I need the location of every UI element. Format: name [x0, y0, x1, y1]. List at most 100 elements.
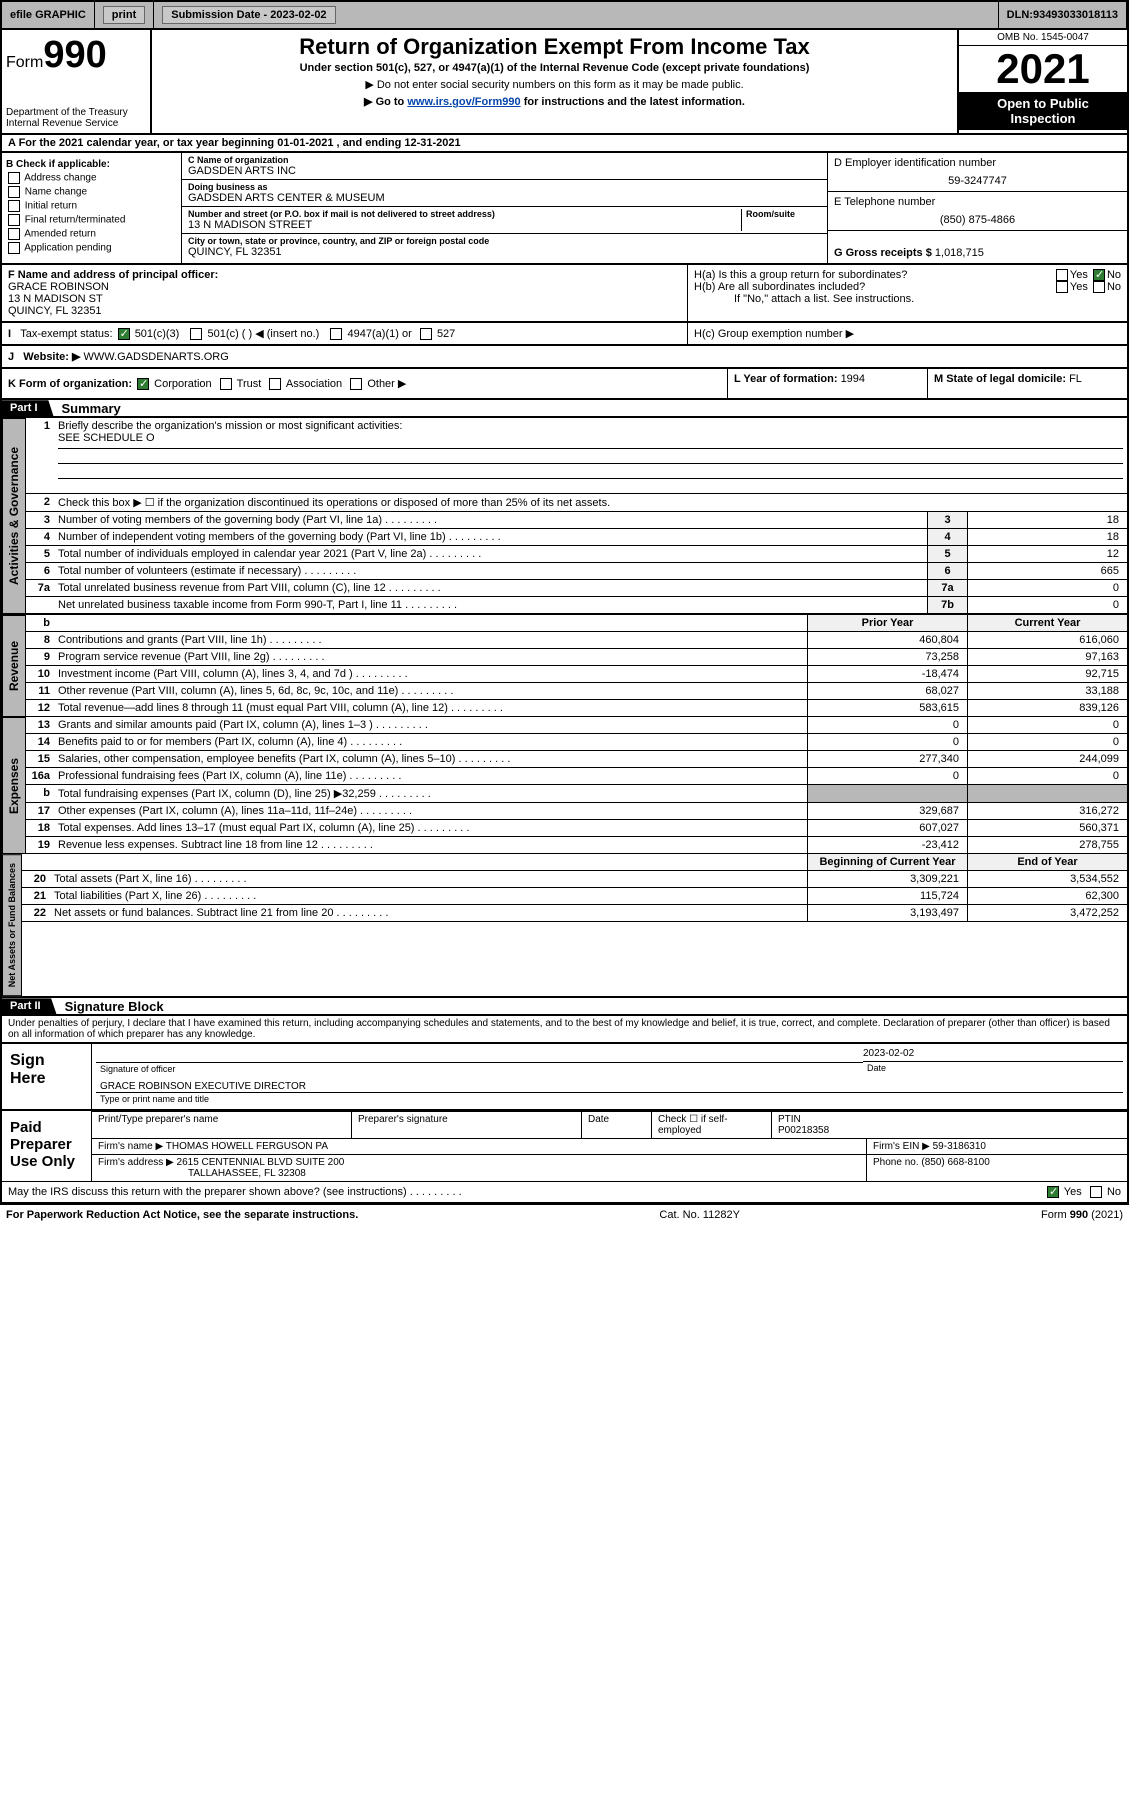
hdr-end: End of Year	[967, 854, 1127, 870]
sign-here-block: Sign Here Signature of officer 2023-02-0…	[0, 1044, 1129, 1111]
org-name: GADSDEN ARTS INC	[188, 165, 821, 177]
officer-addr: 13 N MADISON ST	[8, 293, 681, 305]
row-k-l-m: K Form of organization: Corporation Trus…	[0, 369, 1129, 400]
table-row: 4Number of independent voting members of…	[26, 529, 1127, 546]
mission: SEE SCHEDULE O	[58, 432, 155, 444]
officer-city: QUINCY, FL 32351	[8, 305, 681, 317]
table-row: 17Other expenses (Part IX, column (A), l…	[26, 803, 1127, 820]
hc-group-exemption: H(c) Group exemption number ▶	[687, 323, 1127, 344]
discuss-yes[interactable]	[1047, 1186, 1059, 1198]
ha-no[interactable]	[1093, 269, 1105, 281]
table-row: 18Total expenses. Add lines 13–17 (must …	[26, 820, 1127, 837]
hdr-current: Current Year	[967, 615, 1127, 631]
section-governance: Activities & Governance 1Briefly describ…	[0, 418, 1129, 614]
page-footer: For Paperwork Reduction Act Notice, see …	[0, 1204, 1129, 1225]
cb-address[interactable]	[8, 172, 20, 184]
domicile: FL	[1069, 373, 1082, 385]
table-row: 3Number of voting members of the governi…	[26, 512, 1127, 529]
hb-no[interactable]	[1093, 281, 1105, 293]
section-netassets: Net Assets or Fund Balances Beginning of…	[0, 854, 1129, 998]
table-row: 14Benefits paid to or for members (Part …	[26, 734, 1127, 751]
dept-treasury: Department of the Treasury	[6, 107, 146, 118]
firm-addr1: 2615 CENTENNIAL BLVD SUITE 200	[177, 1157, 345, 1168]
table-row: bTotal fundraising expenses (Part IX, co…	[26, 785, 1127, 803]
phone: (850) 875-4866	[834, 214, 1121, 226]
cb-corp[interactable]	[137, 378, 149, 390]
form-subtitle: Under section 501(c), 527, or 4947(a)(1)…	[160, 62, 949, 74]
omb-number: OMB No. 1545-0047	[959, 30, 1127, 46]
col-b-checkboxes: B Check if applicable: Address change Na…	[2, 153, 182, 263]
cb-other[interactable]	[350, 378, 362, 390]
tab-governance: Activities & Governance	[2, 418, 26, 614]
year-formation: 1994	[841, 373, 865, 385]
table-row: 10Investment income (Part VIII, column (…	[26, 666, 1127, 683]
cb-final[interactable]	[8, 214, 20, 226]
efile-label: efile GRAPHIC	[2, 2, 95, 28]
print-button[interactable]: print	[103, 6, 145, 24]
cb-4947[interactable]	[330, 328, 342, 340]
section-expenses: Expenses 13Grants and similar amounts pa…	[0, 717, 1129, 854]
part2-header: Part II Signature Block	[0, 998, 1129, 1016]
hdr-prior: Prior Year	[807, 615, 967, 631]
form-note1: ▶ Do not enter social security numbers o…	[160, 78, 949, 91]
dln: DLN: 93493033018113	[999, 2, 1127, 28]
ha-yes[interactable]	[1056, 269, 1068, 281]
row-f-h: F Name and address of principal officer:…	[0, 265, 1129, 323]
form-number: Form990	[6, 34, 146, 77]
hb-yes[interactable]	[1056, 281, 1068, 293]
form-note2: ▶ Go to www.irs.gov/Form990 for instruct…	[160, 95, 949, 108]
table-row: 19Revenue less expenses. Subtract line 1…	[26, 837, 1127, 854]
dba: GADSDEN ARTS CENTER & MUSEUM	[188, 192, 821, 204]
website: WWW.GADSDENARTS.ORG	[84, 351, 229, 363]
penalty-statement: Under penalties of perjury, I declare th…	[0, 1016, 1129, 1044]
cb-trust[interactable]	[220, 378, 232, 390]
table-row: 5Total number of individuals employed in…	[26, 546, 1127, 563]
hdr-begin: Beginning of Current Year	[807, 854, 967, 870]
open-inspection: Open to PublicInspection	[959, 92, 1127, 130]
cb-501c[interactable]	[190, 328, 202, 340]
table-row: Net unrelated business taxable income fr…	[26, 597, 1127, 614]
cb-amended[interactable]	[8, 228, 20, 240]
table-row: 7aTotal unrelated business revenue from …	[26, 580, 1127, 597]
street: 13 N MADISON STREET	[188, 219, 741, 231]
paid-preparer-block: Paid Preparer Use Only Print/Type prepar…	[0, 1111, 1129, 1204]
discuss-no[interactable]	[1090, 1186, 1102, 1198]
table-row: 21Total liabilities (Part X, line 26)115…	[22, 888, 1127, 905]
cb-pending[interactable]	[8, 242, 20, 254]
row-a-period: A For the 2021 calendar year, or tax yea…	[0, 135, 1129, 153]
cb-527[interactable]	[420, 328, 432, 340]
firm-phone: (850) 668-8100	[921, 1157, 989, 1168]
section-revenue: Revenue bPrior YearCurrent Year 8Contrib…	[0, 614, 1129, 717]
table-row: 22Net assets or fund balances. Subtract …	[22, 905, 1127, 922]
tab-netassets: Net Assets or Fund Balances	[2, 854, 22, 996]
table-row: 16aProfessional fundraising fees (Part I…	[26, 768, 1127, 785]
city-state-zip: QUINCY, FL 32351	[188, 246, 821, 258]
cb-501c3[interactable]	[118, 328, 130, 340]
table-row: 8Contributions and grants (Part VIII, li…	[26, 632, 1127, 649]
cb-name[interactable]	[8, 186, 20, 198]
table-row: 15Salaries, other compensation, employee…	[26, 751, 1127, 768]
ptin: P00218358	[778, 1125, 829, 1136]
col-d-info: D Employer identification number59-32477…	[827, 153, 1127, 263]
cat-no: Cat. No. 11282Y	[659, 1209, 740, 1221]
firm-addr2: TALLAHASSEE, FL 32308	[98, 1168, 306, 1179]
irs-label: Internal Revenue Service	[6, 118, 146, 129]
ein: 59-3247747	[834, 175, 1121, 187]
cb-initial[interactable]	[8, 200, 20, 212]
part1-header: Part I Summary	[0, 400, 1129, 418]
col-c-org: C Name of organizationGADSDEN ARTS INC D…	[182, 153, 827, 263]
cb-assoc[interactable]	[269, 378, 281, 390]
tab-expenses: Expenses	[2, 717, 26, 854]
form-ref: Form 990 (2021)	[1041, 1209, 1123, 1221]
efile-header: efile GRAPHIC print Submission Date - 20…	[0, 0, 1129, 30]
table-row: 20Total assets (Part X, line 16)3,309,22…	[22, 871, 1127, 888]
gross-receipts: 1,018,715	[935, 247, 984, 259]
form990-link[interactable]: www.irs.gov/Form990	[407, 96, 520, 108]
submission-date: Submission Date - 2023-02-02	[162, 6, 335, 24]
main-entity-grid: B Check if applicable: Address change Na…	[0, 153, 1129, 265]
officer-name: GRACE ROBINSON	[8, 281, 681, 293]
form-header: Form990 Department of the Treasury Inter…	[0, 30, 1129, 135]
paperwork-notice: For Paperwork Reduction Act Notice, see …	[6, 1209, 358, 1221]
table-row: 12Total revenue—add lines 8 through 11 (…	[26, 700, 1127, 717]
sig-officer-line: Signature of officer	[96, 1062, 863, 1075]
